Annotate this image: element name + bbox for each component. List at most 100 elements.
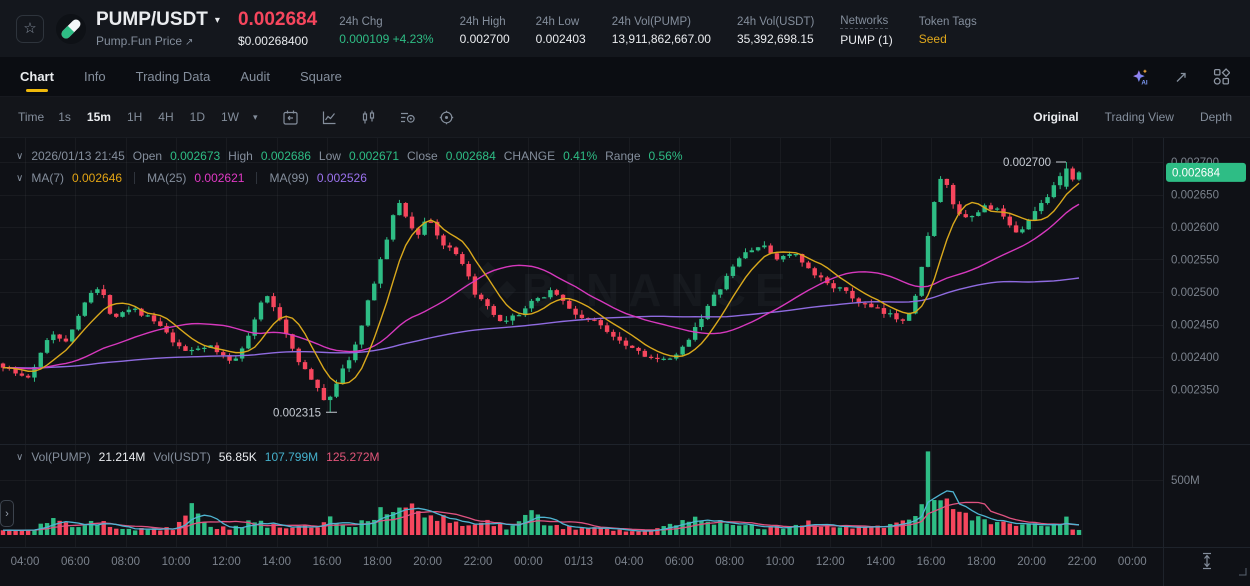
- svg-text:12:00: 12:00: [816, 556, 845, 568]
- stat-label: 24h Low: [535, 15, 580, 28]
- last-price: 0.002684: [237, 9, 318, 30]
- chevron-right-icon: ›: [5, 507, 9, 520]
- symbol-header: ☆ PUMP/USDT ▾ Pump.Fun Price ↗ 0.002684 $…: [0, 0, 1250, 57]
- svg-text:0.002350: 0.002350: [1171, 385, 1219, 397]
- view-original[interactable]: Original: [1033, 110, 1079, 124]
- svg-text:04:00: 04:00: [11, 556, 40, 568]
- stat-token-tags: Token Tags Seed: [919, 12, 977, 46]
- ai-assistant-icon[interactable]: AI: [1131, 68, 1149, 86]
- chart-region: BINANCE 0.002700 0.002650 0.002600 0.002550 0…: [0, 138, 1250, 586]
- tabbar-actions: AI: [1131, 68, 1230, 86]
- svg-text:22:00: 22:00: [1068, 556, 1097, 568]
- svg-text:0.002550: 0.002550: [1171, 255, 1219, 267]
- time-axis[interactable]: 04:00 06:00 08:00 10:00 12:00 14:00 16:00 18:00…: [11, 556, 1147, 568]
- tab-info[interactable]: Info: [83, 69, 106, 84]
- svg-text:00:00: 00:00: [1118, 556, 1147, 568]
- stat-label: Networks: [840, 14, 889, 29]
- svg-text:22:00: 22:00: [464, 556, 493, 568]
- svg-text:0.002700: 0.002700: [1003, 157, 1051, 169]
- interval-dropdown-caret-icon[interactable]: ▾: [252, 111, 258, 122]
- price-source-link[interactable]: Pump.Fun Price ↗: [96, 34, 220, 48]
- indicators-icon[interactable]: [399, 109, 416, 126]
- stat-24h-chg: 24h Chg 0.000109 +4.23%: [339, 12, 433, 46]
- volume-pane-expand-handle[interactable]: ›: [0, 500, 14, 527]
- ma99-line: [2, 277, 1080, 369]
- tab-chart[interactable]: Chart: [20, 57, 54, 96]
- svg-text:08:00: 08:00: [715, 556, 744, 568]
- stat-value: 0.002700: [459, 31, 510, 46]
- svg-text:10:00: 10:00: [766, 556, 795, 568]
- chart-toolbar: Time 1s 15m 1H 4H 1D 1W ▾: [0, 97, 1250, 138]
- svg-text:18:00: 18:00: [363, 556, 392, 568]
- chart-settings-icon[interactable]: [438, 109, 455, 126]
- stat-networks: Networks PUMP (1): [840, 11, 893, 47]
- svg-text:AI: AI: [1141, 79, 1148, 86]
- candle-type-icon[interactable]: [360, 109, 377, 126]
- volume-ma-fast-line: [2, 490, 1080, 532]
- interval-1s[interactable]: 1s: [58, 110, 71, 124]
- tab-trading-data[interactable]: Trading Data: [135, 69, 211, 84]
- pair-title-block: PUMP/USDT ▾ Pump.Fun Price ↗: [96, 9, 220, 48]
- svg-text:0.002400: 0.002400: [1171, 352, 1219, 364]
- stat-label: Token Tags: [918, 15, 977, 28]
- price-block: 0.002684 $0.00268400: [238, 9, 317, 48]
- line-chart-style-icon[interactable]: [321, 109, 338, 126]
- interval-1h[interactable]: 1H: [126, 110, 143, 124]
- view-depth[interactable]: Depth: [1199, 110, 1232, 124]
- favorite-button[interactable]: ☆: [16, 14, 44, 43]
- svg-text:06:00: 06:00: [61, 556, 90, 568]
- stat-value: 13,911,862,667.00: [611, 31, 711, 46]
- collapse-volume-icon[interactable]: ∨: [16, 451, 24, 463]
- interval-1d[interactable]: 1D: [189, 110, 205, 124]
- view-trading-view[interactable]: Trading View: [1104, 110, 1174, 124]
- stat-label: 24h High: [459, 15, 506, 28]
- resize-corner[interactable]: [1239, 568, 1247, 576]
- chart-view-switch: Original Trading View Depth: [1033, 110, 1232, 124]
- stat-24h-low: 24h Low 0.002403: [536, 12, 586, 46]
- interval-1w[interactable]: 1W: [220, 110, 239, 124]
- svg-text:18:00: 18:00: [967, 556, 996, 568]
- stat-value: PUMP (1): [840, 32, 893, 47]
- svg-text:0.002315: 0.002315: [273, 407, 321, 419]
- price-axis[interactable]: 0.0027000.0026500.0026000.0025500.002500…: [1171, 157, 1219, 487]
- svg-text:20:00: 20:00: [413, 556, 442, 568]
- stat-24h-high: 24h High 0.002700: [460, 12, 510, 46]
- stat-value: 35,392,698.15: [736, 31, 814, 46]
- candlestick-chart[interactable]: BINANCE 0.002700 0.002650 0.002600 0.002550 0…: [0, 138, 1250, 586]
- stat-label: 24h Chg: [339, 15, 383, 28]
- interval-calendar-icon[interactable]: [282, 109, 299, 126]
- svg-text:12:00: 12:00: [212, 556, 241, 568]
- svg-text:06:00: 06:00: [665, 556, 694, 568]
- svg-text:01/13: 01/13: [564, 556, 593, 568]
- last-price-badge: [1166, 162, 1246, 182]
- svg-text:16:00: 16:00: [917, 556, 946, 568]
- collapse-ohlc-icon[interactable]: ∨: [16, 150, 24, 162]
- volume-bars: [0, 451, 1082, 535]
- interval-4h[interactable]: 4H: [158, 110, 174, 124]
- stat-value: Seed: [918, 31, 947, 46]
- stats-row: 24h Chg 0.000109 +4.23% 24h High 0.002700 24…: [339, 11, 977, 47]
- tab-square[interactable]: Square: [299, 69, 342, 84]
- tab-audit[interactable]: Audit: [240, 69, 270, 84]
- price-source-label: Pump.Fun Price: [96, 34, 183, 48]
- time-label: Time: [18, 110, 45, 124]
- fit-scale-icon[interactable]: [1203, 552, 1211, 570]
- pair-title[interactable]: PUMP/USDT: [96, 9, 208, 30]
- svg-text:00:00: 00:00: [514, 556, 543, 568]
- tabs: Chart Info Trading Data Audit Square: [20, 57, 342, 96]
- external-link-icon: ↗: [185, 37, 194, 48]
- widgets-icon[interactable]: [1213, 68, 1230, 85]
- pair-chevron-down-icon[interactable]: ▾: [214, 14, 220, 26]
- binance-watermark: BINANCE: [459, 261, 786, 319]
- ma25-line: [2, 203, 1080, 370]
- stat-24h-vol-pump: 24h Vol(PUMP) 13,911,862,667.00: [612, 12, 711, 46]
- candles: [0, 162, 1082, 413]
- svg-text:500M: 500M: [1171, 475, 1200, 487]
- expand-icon[interactable]: [1173, 69, 1189, 85]
- svg-text:14:00: 14:00: [262, 556, 291, 568]
- interval-15m[interactable]: 15m: [86, 110, 111, 124]
- svg-text:14:00: 14:00: [866, 556, 895, 568]
- collapse-ma-icon[interactable]: ∨: [16, 172, 24, 184]
- grid-lines: [0, 138, 1163, 547]
